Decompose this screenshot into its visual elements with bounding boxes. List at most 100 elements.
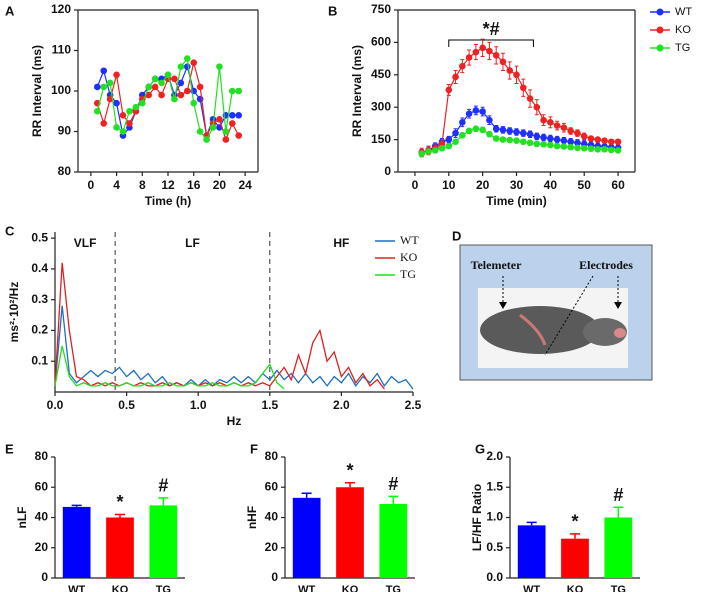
photo-panel: Telemeter Electrodes bbox=[459, 244, 653, 381]
data-point bbox=[526, 139, 534, 147]
data-point bbox=[533, 140, 541, 148]
y-tick-label: 20 bbox=[265, 540, 279, 554]
data-point bbox=[587, 135, 595, 142]
y-tick-label: 80 bbox=[265, 449, 279, 463]
data-point bbox=[228, 112, 236, 119]
photo-label: Telemeter bbox=[471, 258, 523, 272]
y-tick-label: 40 bbox=[265, 510, 279, 524]
x-tick-label: 2.5 bbox=[405, 398, 422, 412]
data-point bbox=[145, 83, 153, 91]
data-point bbox=[445, 136, 453, 143]
x-tick-label: TG bbox=[611, 584, 626, 592]
data-point bbox=[418, 150, 426, 157]
y-tick-label: 40 bbox=[35, 510, 49, 524]
data-point bbox=[479, 44, 486, 52]
error-bar bbox=[570, 533, 580, 539]
data-point bbox=[567, 143, 574, 151]
y-axis-title: ms²·10²/Hz bbox=[7, 282, 21, 343]
data-point bbox=[519, 138, 527, 146]
data-point bbox=[553, 142, 561, 150]
data-point bbox=[553, 122, 561, 129]
data-point bbox=[196, 83, 204, 91]
data-point bbox=[452, 73, 459, 81]
y-tick-label: 0.4 bbox=[31, 261, 48, 275]
x-axis-title: Hz bbox=[227, 414, 242, 428]
bar bbox=[149, 505, 178, 578]
data-point bbox=[183, 55, 191, 62]
x-tick-label: 0.5 bbox=[118, 398, 135, 412]
panel-letter: E bbox=[5, 441, 14, 456]
bar bbox=[379, 503, 408, 578]
legend-marker bbox=[656, 44, 664, 52]
bar bbox=[292, 497, 321, 578]
significance-label: # bbox=[388, 474, 398, 494]
data-point bbox=[190, 59, 198, 66]
error-bar bbox=[301, 492, 312, 498]
y-tick-label: 110 bbox=[52, 43, 72, 57]
x-tick-label: 50 bbox=[578, 178, 592, 192]
data-point bbox=[499, 136, 507, 143]
mouse-nose bbox=[614, 328, 626, 338]
x-tick-label: 1.5 bbox=[261, 398, 278, 412]
x-axis-title: Time (h) bbox=[145, 194, 191, 208]
data-point bbox=[486, 116, 493, 124]
data-point bbox=[540, 141, 547, 148]
error-bar bbox=[345, 481, 355, 488]
x-tick-label: 12 bbox=[161, 178, 175, 192]
data-point bbox=[479, 126, 486, 134]
y-tick-label: 120 bbox=[51, 2, 71, 16]
y-tick-label: 600 bbox=[371, 35, 391, 49]
data-point bbox=[560, 143, 568, 150]
y-tick-label: 0.3 bbox=[31, 292, 48, 306]
data-point bbox=[465, 127, 473, 135]
mouse-head bbox=[583, 318, 627, 346]
data-point bbox=[499, 58, 507, 66]
data-point bbox=[119, 112, 127, 119]
x-tick-label: 0.0 bbox=[47, 398, 64, 412]
bar bbox=[517, 525, 546, 578]
x-tick-label: 2.0 bbox=[333, 398, 350, 412]
data-point bbox=[580, 144, 588, 152]
error-bar bbox=[613, 506, 624, 518]
data-point bbox=[228, 120, 236, 127]
data-point bbox=[547, 135, 554, 142]
y-tick-label: 150 bbox=[371, 132, 391, 146]
data-point bbox=[138, 99, 146, 107]
series-line bbox=[54, 305, 414, 390]
data-point bbox=[438, 144, 446, 152]
legend-marker bbox=[656, 26, 664, 34]
significance-label: * bbox=[116, 492, 123, 512]
y-tick-label: 0.5 bbox=[31, 230, 48, 244]
data-point bbox=[113, 124, 120, 131]
data-point bbox=[601, 146, 608, 153]
bar bbox=[336, 487, 364, 578]
data-point bbox=[113, 71, 120, 79]
data-point bbox=[222, 128, 230, 135]
data-point bbox=[171, 95, 178, 103]
data-point bbox=[553, 136, 561, 143]
x-tick-label: WT bbox=[523, 584, 540, 592]
error-bar bbox=[158, 497, 169, 506]
data-point bbox=[601, 137, 608, 144]
data-point bbox=[506, 67, 514, 74]
y-tick-label: 0.2 bbox=[31, 323, 48, 337]
legend-marker bbox=[656, 8, 664, 16]
panel-letter: F bbox=[250, 441, 258, 456]
data-point bbox=[183, 63, 191, 70]
data-point bbox=[526, 130, 534, 138]
x-tick-label: WT bbox=[68, 584, 85, 592]
y-tick-label: 80 bbox=[35, 449, 49, 463]
x-tick-label: 0 bbox=[88, 178, 95, 192]
x-tick-label: 60 bbox=[611, 178, 625, 192]
data-point bbox=[100, 120, 108, 127]
data-point bbox=[465, 54, 473, 61]
data-point bbox=[196, 128, 204, 135]
data-point bbox=[479, 108, 486, 115]
data-point bbox=[445, 142, 453, 150]
band-label: LF bbox=[185, 236, 200, 250]
data-point bbox=[614, 147, 622, 154]
data-point bbox=[164, 71, 172, 79]
data-point bbox=[151, 75, 159, 83]
series-line bbox=[54, 262, 385, 390]
legend-label: KO bbox=[400, 250, 418, 264]
